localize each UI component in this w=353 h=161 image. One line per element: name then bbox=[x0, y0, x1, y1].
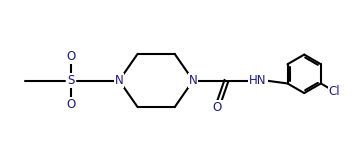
Text: HN: HN bbox=[249, 74, 267, 87]
Text: Cl: Cl bbox=[329, 85, 340, 98]
Text: N: N bbox=[189, 74, 198, 87]
Text: O: O bbox=[66, 50, 76, 63]
Text: S: S bbox=[67, 74, 75, 87]
Text: N: N bbox=[115, 74, 124, 87]
Text: O: O bbox=[66, 98, 76, 111]
Text: O: O bbox=[213, 101, 222, 114]
